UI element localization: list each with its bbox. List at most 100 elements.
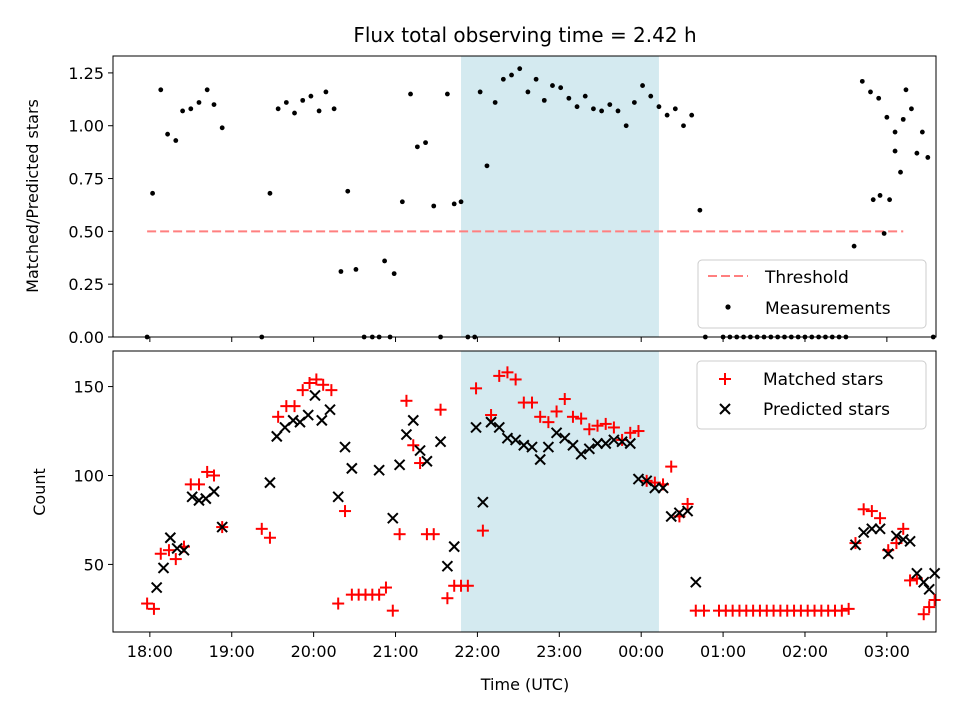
bottom-legend: Matched stars Predicted stars [696,360,927,430]
measurement-point [925,155,931,160]
measurement-point [300,97,306,103]
predicted-star-point [393,459,406,471]
matched-star-point [607,421,620,434]
predicted-star-point [421,455,433,467]
measurement-point [615,108,621,114]
matched-star-point [526,396,539,409]
predicted-star-point [928,567,941,580]
predicted-star-point [923,583,935,596]
matched-star-point [296,384,309,397]
measurement-point [423,140,428,146]
matched-star-point [407,439,420,452]
predicted-star-point [918,576,930,588]
measurement-point [484,163,490,169]
measurement-point [509,72,514,78]
measurement-point [173,138,179,143]
measurement-point [382,258,388,264]
measurement-point [574,104,580,110]
matched-star-point [147,602,160,615]
measurement-point [292,110,297,116]
top-legend-box [697,259,927,329]
measurement-point [345,188,351,194]
matched-star-point [632,425,645,438]
x-tick-label: 03:00 [864,642,910,661]
predicted-star-point [690,576,702,588]
measurement-point [900,116,906,122]
predicted-star-point [414,444,426,457]
matched-star-point [874,512,887,525]
matched-star-point [272,410,285,423]
predicted-star-point [526,441,538,453]
measurement-point [877,193,883,198]
predicted-star-point [849,539,862,551]
predicted-legend-label: Predicted stars [763,400,890,420]
matched-star-point [842,602,855,615]
measurement-point [458,199,464,205]
measurement-point [204,87,210,93]
predicted-star-point [193,494,205,507]
measurement-point [909,106,914,112]
measurement-point [656,104,662,110]
matched-star-point [575,412,588,425]
measurement-point [408,91,413,97]
matched-star-point [897,522,910,535]
predicted-star-point [448,540,460,553]
measurement-point [391,271,397,277]
measurement-point [267,190,273,196]
predicted-star-point [324,403,336,416]
measurement-point [399,199,405,205]
matched-star-point [849,537,862,550]
matched-star-point [303,377,316,390]
x-tick-label: 20:00 [291,642,337,661]
matched-star-point [599,417,612,430]
matched-star-point [386,604,399,617]
measurement-point [316,108,322,114]
bottom-y-ticks: 50 100 150 [73,378,113,574]
bottom-y-axis-label: Count [30,468,49,516]
predicted-star-point [387,512,399,524]
matched-star-point [434,403,447,416]
matched-star-point [263,531,276,544]
predicted-star-point [216,521,228,533]
measurement-point [689,112,695,118]
measurement-point [859,78,865,84]
measurement-point [444,91,450,97]
matched-star-point [288,400,301,413]
matched-star-point [928,593,941,606]
measurement-point [275,106,281,112]
measurement-point [431,203,437,209]
measurement-point [903,87,909,93]
matched-legend-swatch [719,373,731,385]
bottom-shaded-interval [461,351,659,632]
matched-star-point [681,497,694,510]
top-y-tick-label: 1.00 [68,117,104,136]
x-tick-label: 18:00 [127,642,173,661]
top-y-tick-label: 0.50 [68,222,104,241]
measurement-point [338,269,344,274]
predicted-star-point [665,510,677,523]
measurement-point [919,129,925,135]
bottom-panel: 50 100 150 18:00 19:00 20:00 21:00 22:00 23:00 0… [30,350,941,694]
matched-star-point [310,373,323,386]
matched-star-point [509,373,522,386]
predicted-star-point [911,567,923,580]
measurement-point [414,144,420,150]
predicted-star-point [897,533,909,546]
matched-star-point [558,393,571,406]
predicted-star-point [542,441,555,453]
predicted-star-point [186,491,198,503]
predicted-star-point [624,437,636,450]
matched-star-point [325,384,338,397]
top-y-axis-label: Matched/Predicted stars [23,99,42,293]
matched-star-point [332,597,345,610]
measurement-point [165,131,170,137]
predicted-star-point [400,428,413,441]
predicted-star-point [567,439,579,451]
measurement-point [283,100,289,105]
matched-star-point [379,581,392,594]
measurement-point [623,123,629,129]
measurement-point [219,125,225,131]
measurement-point [550,83,555,88]
predicted-star-point [178,544,190,556]
matched-legend-label: Matched stars [763,370,883,390]
